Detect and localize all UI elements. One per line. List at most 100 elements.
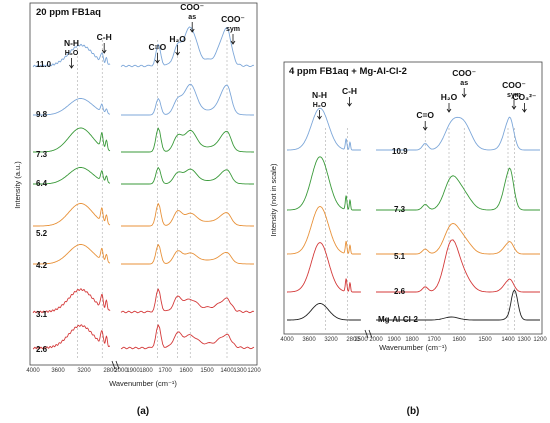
panel-a-frame (29, 2, 258, 366)
band-sublabel-4: as (460, 80, 468, 87)
series-line-7.3-a (286, 156, 362, 211)
series-line-6.4-b (121, 167, 254, 185)
series-label-4.2: 4.2 (36, 261, 48, 270)
series-label-2.6: 2.6 (394, 287, 406, 296)
x-tick-label: 1500 (478, 337, 492, 343)
x-tick-label: 2000 (114, 368, 128, 374)
band-arrowhead-3 (446, 108, 452, 113)
series-line-4.2-b (121, 244, 254, 265)
x-tick-label: 1400 (501, 337, 515, 343)
series-line-9.8-a (33, 98, 111, 116)
x-tick-label: 4000 (280, 337, 294, 343)
series-label-5.1: 5.1 (394, 252, 406, 261)
series-label-10.9: 10.9 (392, 147, 408, 156)
x-tick-label: 3600 (302, 337, 316, 343)
x-tick-label: 1200 (533, 337, 547, 343)
band-sublabel-0: H₂O (65, 50, 79, 57)
series-label-2.6: 2.6 (36, 345, 48, 354)
x-tick-label: 1800 (405, 337, 419, 343)
panel-b-frame (283, 61, 543, 335)
series-label-9.8: 9.8 (36, 110, 48, 119)
x-tick-label: 1700 (158, 368, 172, 374)
x-tick-label: 4000 (26, 368, 40, 374)
series-line-10.9-a (286, 107, 362, 151)
panel-b-ylabel: Intensity (not in scale) (269, 163, 278, 236)
band-arrowhead-4 (461, 93, 467, 98)
band-arrowhead-2 (155, 59, 160, 64)
x-tick-label: 1600 (179, 368, 193, 374)
band-label-0: N-H (312, 90, 327, 100)
series-line-3.1-a (32, 288, 111, 314)
series-line-7.3-b (121, 127, 254, 153)
x-tick-label: 1500 (200, 368, 214, 374)
series-label-7.3: 7.3 (394, 205, 406, 214)
x-tick-label: 1200 (247, 368, 261, 374)
x-tick-label: 1300 (517, 337, 531, 343)
band-label-5: COO⁻ (221, 14, 245, 24)
band-sublabel-0: H₂O (313, 102, 327, 109)
band-label-1: C-H (97, 32, 112, 42)
band-label-4: COO⁻ (180, 2, 204, 12)
series-line-2.6-a (286, 242, 362, 293)
x-tick-label: 3600 (51, 368, 65, 374)
x-tick-label: 2500 (354, 337, 368, 343)
series-line-Mg-Al-Cl-2-a (286, 303, 362, 321)
band-arrowhead-2 (422, 126, 428, 131)
series-label-6.4: 6.4 (36, 179, 48, 188)
series-label-Mg-Al-Cl-2: Mg-Al-Cl-2 (378, 315, 419, 324)
x-tick-label: 1800 (139, 368, 153, 374)
band-arrowhead-5 (511, 105, 517, 110)
band-sublabel-5: sym (507, 92, 521, 99)
series-line-2.6-b (120, 324, 255, 350)
panel-a-label: (a) (137, 406, 149, 417)
band-arrowhead-3 (175, 51, 180, 56)
band-arrowhead-0 (317, 115, 322, 120)
band-label-6: CO₃²⁻ (512, 92, 536, 102)
band-label-2: C=O (149, 42, 167, 52)
x-tick-label: 2800 (103, 368, 117, 374)
series-label-7.3: 7.3 (36, 150, 48, 159)
series-line-2.6-a (32, 324, 110, 350)
panel-a-axis-break (111, 360, 120, 370)
series-line-5.1-b (376, 222, 540, 255)
band-arrowhead-6 (522, 108, 527, 113)
band-arrowhead-4 (189, 28, 195, 33)
panel-b-xlabel: Wavenumber (cm⁻¹) (379, 343, 447, 352)
series-label-5.2: 5.2 (36, 229, 48, 238)
series-line-3.1-b (120, 288, 255, 314)
panel-a-title: 20 ppm FB1aq (36, 7, 101, 18)
panel-a-xlabel: Wavenumber (cm⁻¹) (109, 379, 177, 388)
band-label-2: C=O (416, 110, 434, 120)
band-arrowhead-5 (230, 40, 236, 45)
x-tick-label: 1900 (387, 337, 401, 343)
series-line-7.3-b (376, 167, 540, 211)
band-sublabel-5: sym (226, 26, 240, 33)
series-line-5.2-a (33, 203, 111, 227)
band-label-3: H₂O (169, 34, 186, 44)
panel-b-label: (b) (407, 406, 420, 417)
x-tick-label: 3200 (77, 368, 91, 374)
panel-b-axis-break (364, 329, 373, 339)
band-arrowhead-0 (69, 64, 74, 69)
series-line-6.4-a (33, 167, 111, 185)
band-label-1: C-H (342, 86, 357, 96)
series-line-5.2-b (121, 203, 254, 227)
x-tick-label: 2000 (369, 337, 383, 343)
series-line-7.3-a (33, 127, 111, 153)
x-tick-label: 1600 (452, 337, 466, 343)
series-line-4.2-a (33, 244, 111, 265)
series-line-9.8-b (121, 83, 254, 116)
series-line-2.6-b (376, 239, 540, 293)
panel-a-ylabel: Intensity (a.u.) (13, 161, 22, 209)
band-label-3: H₂O (441, 92, 458, 102)
x-tick-label: 2800 (346, 337, 360, 343)
panel-b-title: 4 ppm FB1aq + Mg-Al-Cl-2 (289, 66, 407, 77)
series-line-5.1-a (286, 206, 362, 255)
band-label-4: COO⁻ (452, 68, 476, 78)
band-sublabel-4: as (188, 14, 196, 21)
x-tick-label: 1700 (427, 337, 441, 343)
series-line-11.0-a (32, 43, 111, 68)
